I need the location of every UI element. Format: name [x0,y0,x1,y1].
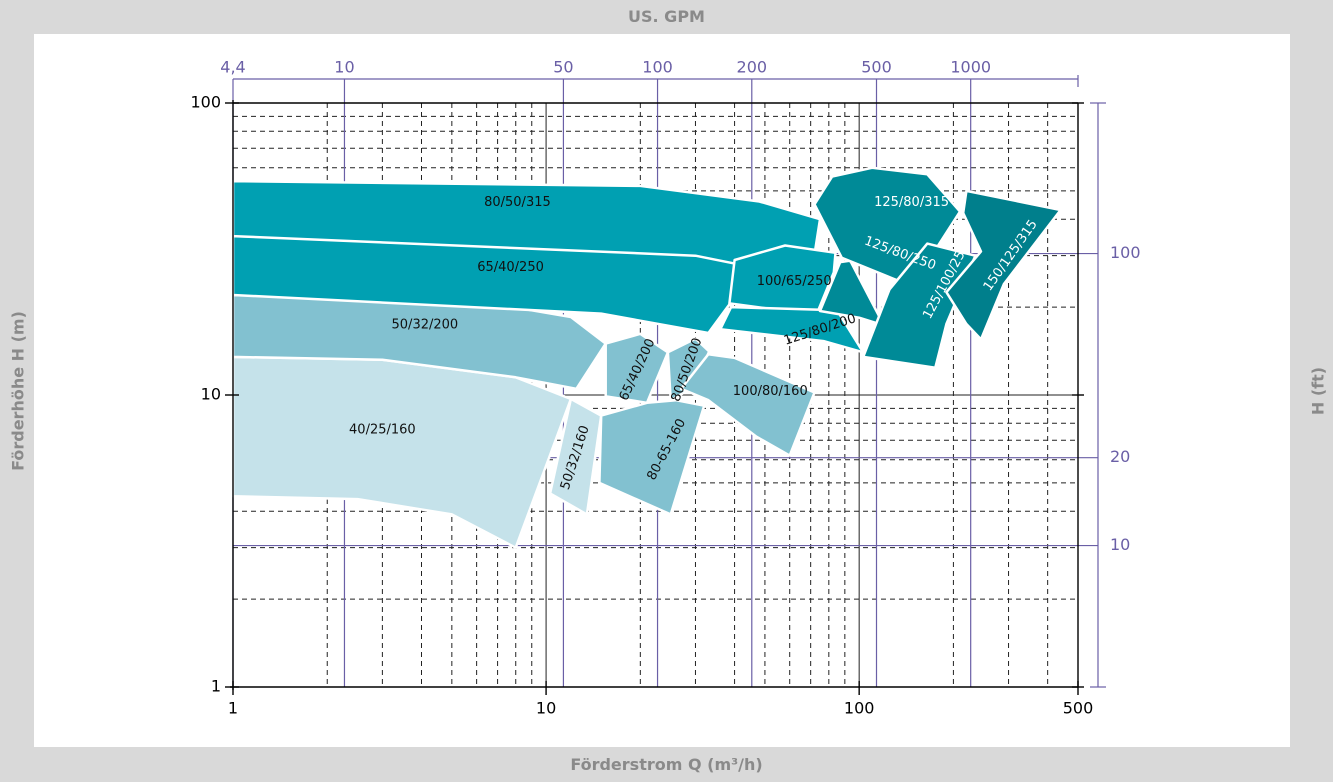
pump-zone [604,332,670,405]
secondary-x-axis-title: US. GPM [628,7,705,26]
pump-zone [231,355,573,549]
x-tick-label: 100 [844,699,875,718]
pump-zone [945,189,1062,341]
zone-label: 100/80/160 [733,384,808,399]
pump-zone [861,242,977,369]
zone-label: 65/40/250 [477,260,544,275]
axes: 1 10 100 1 10 100 500 4,4 10 50 100 200 500 1000 10 20 1… [190,58,1140,718]
zone-label: 80/50/315 [484,195,551,210]
gpm-tick-label: 100 [642,58,673,77]
x-axis-title: Förderstrom Q (m³/h) [570,755,763,774]
pump-zone [679,352,816,457]
y-tick-label: 100 [190,93,221,112]
y-tick-label: 1 [211,677,221,696]
gpm-tick-label: 4,4 [220,58,245,77]
x-tick-label: 10 [536,699,556,718]
zone-label: 125/80/315 [874,195,949,210]
gpm-tick-label: 50 [553,58,573,77]
pump-zone [548,397,603,516]
zone-label: 40/25/160 [349,422,416,437]
pump-zone [598,398,706,516]
x-tick-label: 500 [1063,699,1094,718]
gpm-tick-label: 200 [737,58,768,77]
gpm-tick-label: 10 [334,58,354,77]
zone-label: 50/32/200 [392,317,459,332]
gpm-tick-label: 1000 [950,58,991,77]
ft-tick-label: 10 [1110,535,1130,554]
pump-zone [728,244,837,317]
gpm-tick-label: 500 [861,58,892,77]
ft-tick-label: 100 [1110,243,1141,262]
ft-tick-label: 20 [1110,447,1130,466]
y-tick-label: 10 [201,385,221,404]
zone-label: 100/65/250 [757,274,832,289]
x-tick-label: 1 [228,699,238,718]
